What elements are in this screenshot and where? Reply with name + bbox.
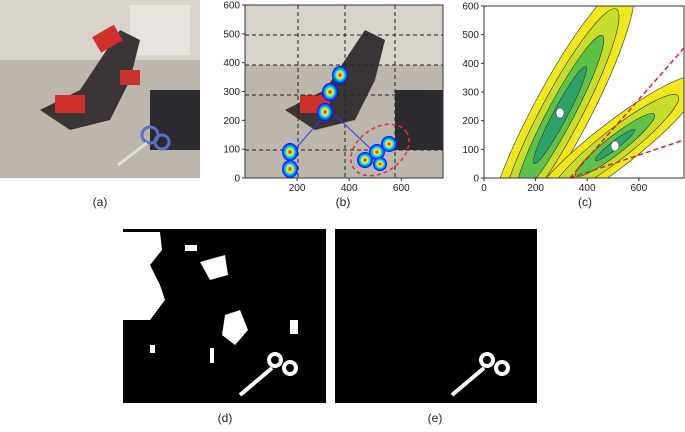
x-tick-label: 0 — [481, 183, 487, 194]
y-tick-label: 300 — [462, 88, 479, 99]
panel-label: (a) — [93, 195, 108, 209]
y-tick-label: 100 — [462, 145, 479, 156]
y-tick-label: 600 — [462, 2, 479, 13]
panel-label: (d) — [218, 411, 233, 425]
y-tick-label: 500 — [462, 30, 479, 41]
y-tick-label: 200 — [223, 116, 240, 127]
panel-label: (e) — [428, 411, 443, 425]
y-tick-label: 100 — [223, 145, 240, 156]
photo-b — [245, 5, 443, 178]
contour-c — [484, 6, 684, 178]
photo-a — [0, 0, 200, 178]
x-tick-label: 600 — [630, 183, 647, 194]
x-tick-label: 200 — [527, 183, 544, 194]
x-tick-label: 600 — [393, 183, 410, 194]
y-tick-label: 0 — [473, 174, 479, 185]
y-tick-label: 0 — [234, 174, 240, 185]
y-tick-label: 400 — [462, 59, 479, 70]
y-tick-label: 300 — [223, 87, 240, 98]
mask-e — [335, 229, 537, 403]
mask-d — [123, 229, 326, 403]
panel-label: (b) — [336, 195, 351, 209]
x-tick-label: 200 — [289, 183, 306, 194]
x-tick-label: 400 — [341, 183, 358, 194]
y-tick-label: 500 — [223, 29, 240, 40]
y-tick-label: 400 — [223, 58, 240, 69]
panel-label: (c) — [578, 195, 592, 209]
y-tick-label: 200 — [462, 116, 479, 127]
y-tick-label: 600 — [223, 1, 240, 12]
x-tick-label: 400 — [579, 183, 596, 194]
